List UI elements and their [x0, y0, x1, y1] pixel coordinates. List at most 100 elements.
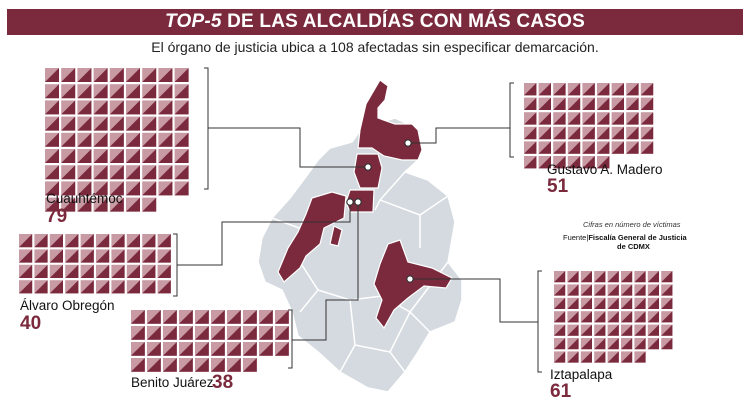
square-gustavo-a-madero [567, 126, 581, 140]
square-cuauhtemoc [45, 181, 59, 196]
square-benito-juarez [163, 310, 177, 324]
square-alvaro-obregon [157, 280, 171, 294]
square-benito-juarez [163, 342, 177, 356]
pin-iztapalapa [406, 275, 414, 283]
square-cuauhtemoc [142, 181, 157, 196]
square-benito-juarez [147, 326, 161, 340]
square-alvaro-obregon [142, 249, 156, 263]
label-gustavo-a-madero: Gustavo A. Madero [547, 162, 663, 177]
square-cuauhtemoc [174, 100, 189, 115]
square-cuauhtemoc [109, 181, 124, 196]
square-cuauhtemoc [45, 84, 59, 99]
square-alvaro-obregon [157, 234, 171, 248]
square-iztapalapa [594, 297, 606, 309]
square-cuauhtemoc [174, 181, 189, 196]
square-cuauhtemoc [77, 84, 92, 99]
bracket-alvaro-obregon [173, 233, 178, 297]
square-gustavo-a-madero [597, 141, 610, 154]
square-gustavo-a-madero [538, 97, 551, 110]
title-bar: TOP-5 DE LAS ALCALDÍAS CON MÁS CASOS [7, 9, 743, 35]
square-gustavo-a-madero [582, 97, 595, 110]
square-gustavo-a-madero [626, 83, 639, 96]
square-cuauhtemoc [109, 165, 124, 180]
square-cuauhtemoc [126, 116, 140, 131]
title-rest: DE LAS ALCALDÍAS CON MÁS CASOS [227, 11, 585, 32]
square-cuauhtemoc [126, 181, 140, 196]
square-cuauhtemoc [174, 68, 189, 82]
square-benito-juarez [211, 326, 225, 340]
square-cuauhtemoc [93, 132, 108, 147]
square-cuauhtemoc [109, 132, 124, 147]
map-cuauhtemoc [353, 153, 383, 189]
square-gustavo-a-madero [597, 112, 610, 125]
square-iztapalapa [607, 311, 619, 323]
square-iztapalapa [594, 324, 606, 336]
square-benito-juarez [147, 310, 161, 324]
square-gustavo-a-madero [538, 83, 551, 96]
square-cuauhtemoc [158, 116, 173, 131]
bracket-cuauhtemoc [204, 67, 209, 190]
square-alvaro-obregon [157, 264, 171, 278]
value-iztapalapa: 61 [550, 381, 572, 402]
square-cuauhtemoc [126, 84, 140, 99]
square-cuauhtemoc [61, 116, 76, 131]
square-cuauhtemoc [158, 149, 173, 163]
square-alvaro-obregon [80, 234, 94, 248]
square-gustavo-a-madero [553, 141, 566, 154]
square-iztapalapa [580, 351, 592, 363]
square-iztapalapa [634, 351, 646, 363]
square-cuauhtemoc [45, 68, 59, 82]
square-cuauhtemoc [93, 197, 108, 212]
square-cuauhtemoc [158, 132, 173, 147]
square-benito-juarez [163, 326, 177, 340]
square-iztapalapa [647, 338, 659, 350]
square-alvaro-obregon [19, 249, 33, 263]
cdmx-map [257, 79, 463, 393]
square-gustavo-a-madero [582, 126, 595, 140]
square-cuauhtemoc [109, 84, 124, 99]
grid-gustavo-a-madero [524, 83, 654, 169]
square-gustavo-a-madero [640, 112, 654, 125]
bracket-iztapalapa [537, 270, 542, 373]
square-gustavo-a-madero [611, 141, 624, 154]
square-iztapalapa [634, 338, 646, 350]
square-benito-juarez [147, 358, 161, 372]
square-alvaro-obregon [80, 264, 94, 278]
square-alvaro-obregon [49, 280, 63, 294]
square-benito-juarez [131, 342, 145, 356]
source-note: Fuente|Fiscalía General de Justicia [563, 233, 687, 242]
square-cuauhtemoc [77, 149, 92, 163]
square-benito-juarez [275, 326, 289, 340]
square-iztapalapa [567, 297, 579, 309]
square-gustavo-a-madero [582, 83, 595, 96]
square-alvaro-obregon [19, 234, 33, 248]
source-label: Fuente| [563, 233, 589, 242]
square-cuauhtemoc [109, 197, 124, 212]
square-iztapalapa [647, 271, 659, 283]
square-iztapalapa [661, 311, 673, 323]
square-benito-juarez [227, 358, 241, 372]
value-benito-juarez: 38 [212, 372, 234, 393]
leader-iztapalapa [410, 278, 538, 323]
square-cuauhtemoc [61, 132, 76, 147]
label-iztapalapa: Iztapalapa [550, 367, 613, 382]
square-iztapalapa [621, 271, 633, 283]
square-iztapalapa [567, 338, 579, 350]
square-benito-juarez [259, 342, 273, 356]
square-benito-juarez [195, 326, 209, 340]
square-cuauhtemoc [158, 181, 173, 196]
square-alvaro-obregon [111, 234, 125, 248]
square-benito-juarez [243, 342, 257, 356]
square-gustavo-a-madero [567, 97, 581, 110]
square-alvaro-obregon [65, 264, 79, 278]
square-alvaro-obregon [126, 249, 140, 263]
square-cuauhtemoc [158, 165, 173, 180]
square-gustavo-a-madero [524, 156, 537, 169]
square-alvaro-obregon [65, 234, 79, 248]
square-iztapalapa [594, 271, 606, 283]
map-alvaro-obregon [277, 191, 347, 283]
square-benito-juarez [227, 326, 241, 340]
square-alvaro-obregon [96, 280, 110, 294]
square-benito-juarez [131, 310, 145, 324]
